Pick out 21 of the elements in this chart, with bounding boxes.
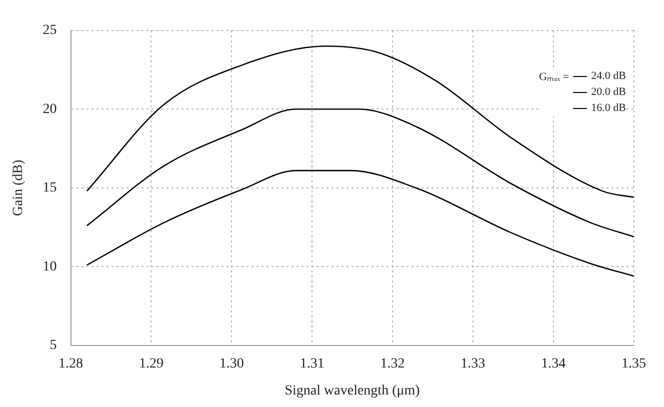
x-tick-label: 1.32 [380, 356, 405, 372]
x-tick-label: 1.30 [219, 356, 244, 372]
y-tick-label: 5 [50, 338, 57, 354]
y-tick-label: 25 [42, 23, 57, 38]
y-tick-label: 20 [42, 102, 57, 117]
x-tick-label: 1.35 [622, 356, 646, 372]
x-axis-title: Signal wavelength (μm) [284, 383, 420, 398]
y-tick-label: 10 [42, 259, 57, 274]
legend-label: 24.0 dB [591, 69, 626, 84]
line-series [86, 170, 634, 277]
line-series [86, 46, 634, 198]
x-tick-label: 1.34 [541, 356, 566, 372]
x-tick-label: 1.33 [460, 356, 486, 372]
y-axis-title: Gain (dB) [11, 159, 26, 216]
y-tick-label: 15 [42, 180, 57, 196]
x-tick-label: 1.29 [138, 356, 164, 372]
legend-label: 20.0 dB [591, 85, 626, 100]
legend-title: Gₘₐₓ = [539, 70, 570, 83]
x-tick-label: 1.31 [300, 356, 324, 372]
x-tick-label: 1.28 [58, 356, 84, 372]
legend-label: 16.0 dB [591, 101, 626, 116]
